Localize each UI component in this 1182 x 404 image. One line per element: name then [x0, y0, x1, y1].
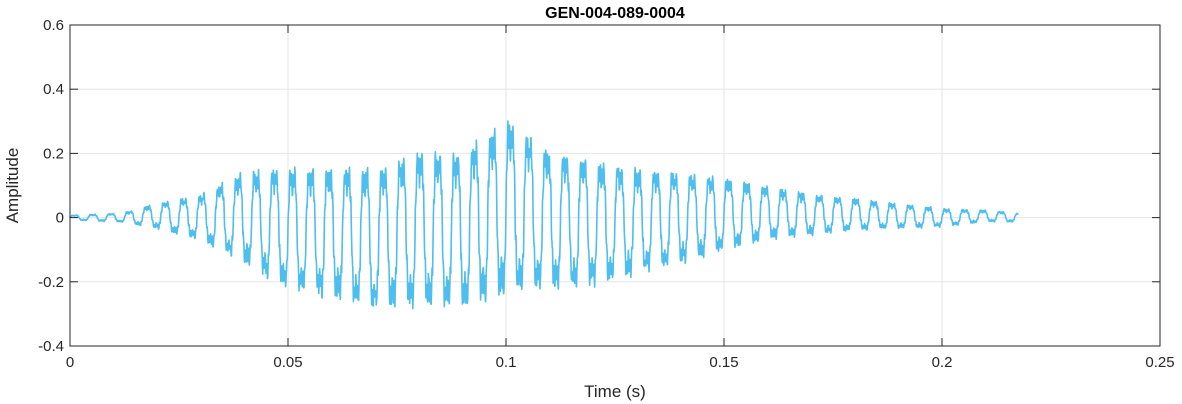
x-tick-label: 0.05: [273, 354, 302, 371]
y-tick-label: -0.2: [38, 274, 64, 291]
y-tick-label: -0.4: [38, 338, 64, 355]
y-tick-labels: -0.4 -0.2 0 0.2 0.4 0.6: [38, 17, 64, 355]
y-tick-label: 0: [56, 210, 64, 227]
x-tick-label: 0.15: [709, 354, 738, 371]
axis-ticks: [69, 24, 1161, 347]
y-tick-label: 0.4: [43, 81, 64, 98]
x-tick-label: 0.2: [932, 354, 953, 371]
y-axis-label: Amplitude: [3, 148, 22, 224]
chart-title: GEN-004-089-0004: [545, 5, 685, 22]
axes-box: [69, 24, 1161, 347]
x-tick-label: 0.25: [1145, 354, 1174, 371]
x-tick-label: 0: [66, 354, 74, 371]
y-tick-label: 0.2: [43, 145, 64, 162]
y-tick-label: 0.6: [43, 17, 64, 34]
x-tick-labels: 0 0.05 0.1 0.15 0.2 0.25: [66, 354, 1175, 371]
plot-area: [69, 120, 1019, 310]
x-axis-label: Time (s): [584, 382, 646, 401]
x-tick-label: 0.1: [496, 354, 517, 371]
series-line-signal: [69, 120, 1019, 310]
